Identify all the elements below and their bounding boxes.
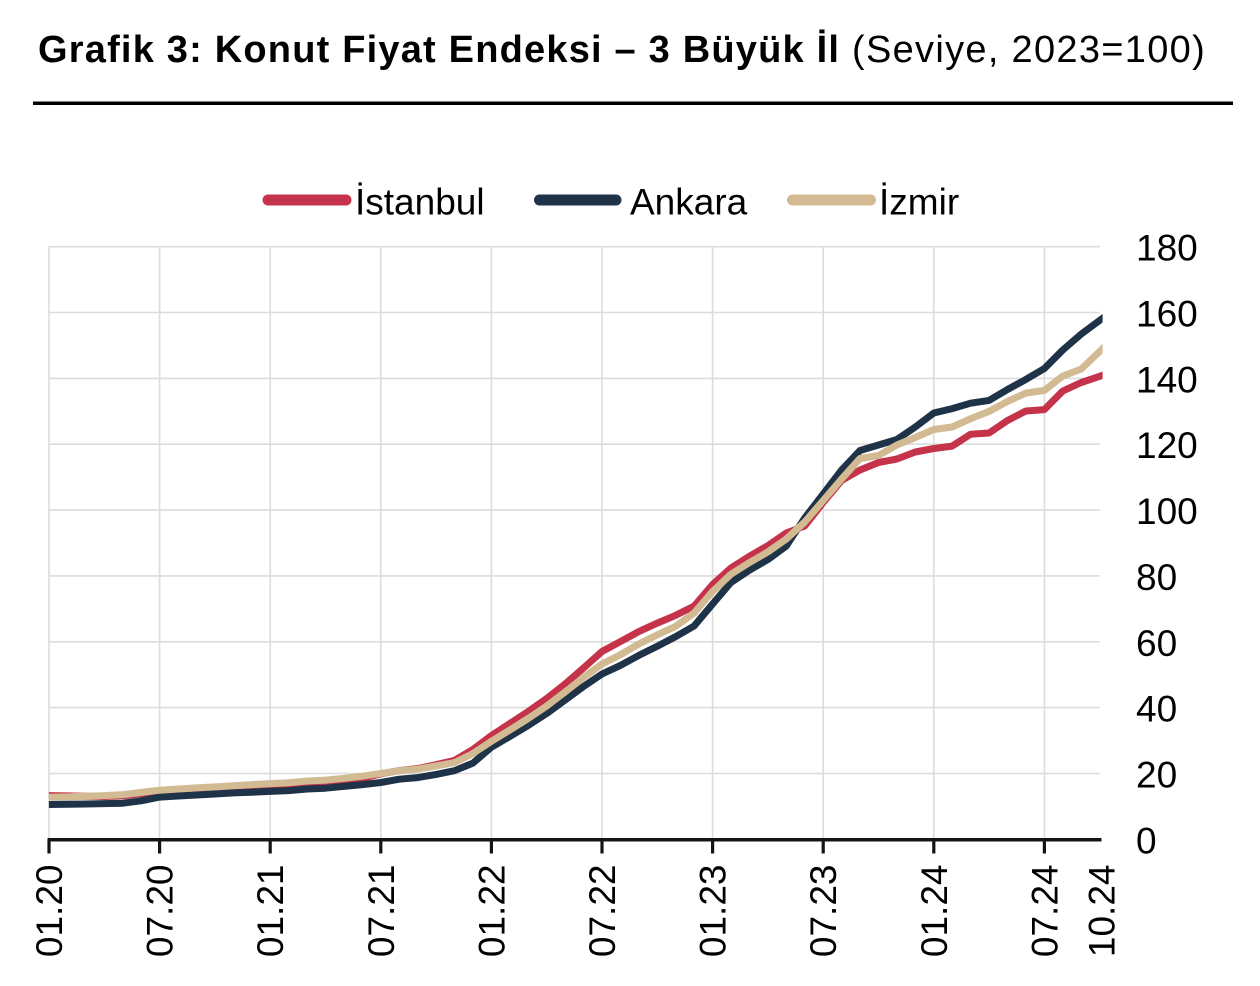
svg-text:07.24: 07.24 <box>1024 865 1065 958</box>
svg-text:07.23: 07.23 <box>803 865 844 958</box>
svg-text:İstanbul: İstanbul <box>355 182 485 223</box>
svg-text:07.22: 07.22 <box>582 865 623 958</box>
svg-text:60: 60 <box>1136 623 1177 664</box>
svg-text:20: 20 <box>1136 755 1177 796</box>
svg-text:160: 160 <box>1136 294 1198 335</box>
svg-text:120: 120 <box>1136 425 1198 466</box>
svg-text:180: 180 <box>1136 228 1198 269</box>
svg-text:100: 100 <box>1136 491 1198 532</box>
svg-text:80: 80 <box>1136 557 1177 598</box>
svg-text:07.21: 07.21 <box>361 865 402 958</box>
svg-text:0: 0 <box>1136 820 1157 861</box>
svg-text:01.24: 01.24 <box>914 865 955 958</box>
svg-text:01.20: 01.20 <box>29 865 70 958</box>
svg-text:07.20: 07.20 <box>140 865 181 958</box>
svg-text:01.22: 01.22 <box>471 865 512 958</box>
svg-text:01.23: 01.23 <box>693 865 734 958</box>
svg-text:İzmir: İzmir <box>879 182 959 223</box>
svg-text:Grafik 3: Konut Fiyat Endeksi: Grafik 3: Konut Fiyat Endeksi – 3 Büyük … <box>38 29 1206 71</box>
svg-text:01.21: 01.21 <box>250 865 291 958</box>
svg-text:140: 140 <box>1136 359 1198 400</box>
svg-text:10.24: 10.24 <box>1082 865 1123 958</box>
svg-text:Ankara: Ankara <box>630 182 748 223</box>
svg-text:40: 40 <box>1136 689 1177 730</box>
